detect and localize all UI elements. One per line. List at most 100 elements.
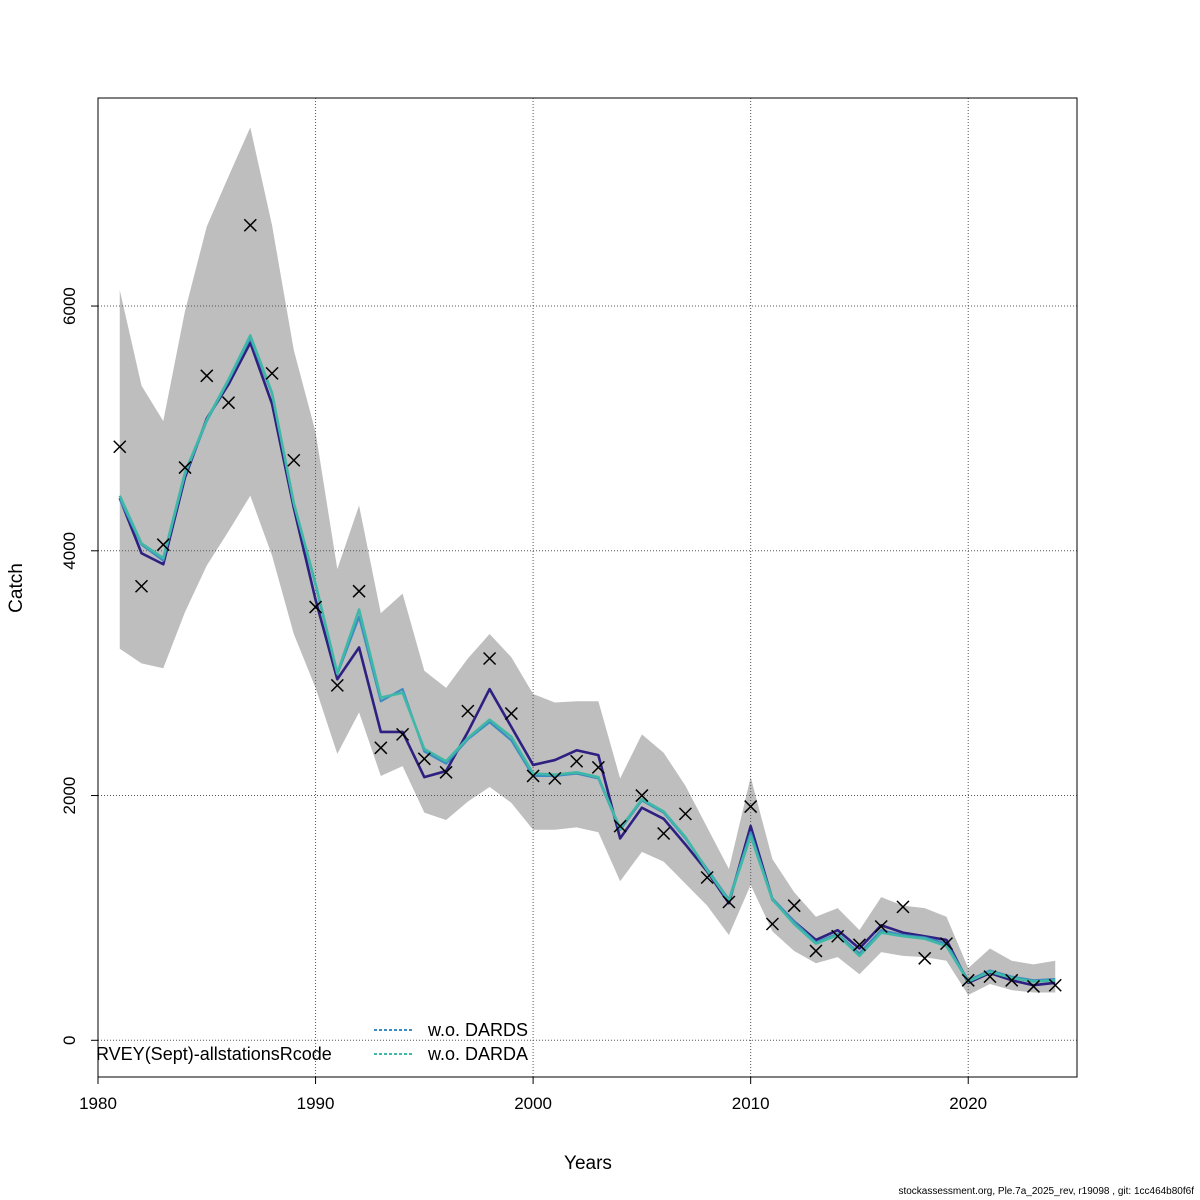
observation-point — [722, 895, 736, 909]
observation-stroke — [918, 951, 932, 965]
observation-stroke — [287, 453, 301, 467]
observation-point — [678, 807, 692, 821]
observation-stroke — [831, 929, 845, 943]
observation-point — [309, 600, 323, 614]
observation-stroke — [613, 819, 627, 833]
observation-point — [330, 678, 344, 692]
legend-label-base: RVEY(Sept)-allstationsRcode — [96, 1044, 332, 1064]
observation-point — [287, 453, 301, 467]
observation-point — [178, 461, 192, 475]
observation-point — [504, 707, 518, 721]
observation-stroke — [852, 938, 866, 952]
observation-point — [1048, 978, 1062, 992]
confidence-band-layer — [119, 127, 1056, 996]
observation-stroke — [961, 973, 975, 987]
observation-stroke — [570, 754, 584, 768]
observation-point — [744, 800, 758, 814]
observation-stroke — [787, 899, 801, 913]
observation-stroke — [1005, 973, 1019, 987]
observation-stroke — [439, 765, 453, 779]
observation-point — [591, 760, 605, 774]
x-tick-label: 2010 — [732, 1094, 770, 1113]
observation-stroke — [635, 789, 649, 803]
observation-point — [483, 651, 497, 666]
observation-stroke — [483, 651, 497, 666]
legend: RVEY(Sept)-allstationsRcode w.o. DARDS w… — [96, 1020, 528, 1064]
observation-point — [243, 218, 257, 232]
observation-stroke — [200, 369, 214, 383]
observation-point — [265, 366, 279, 380]
observation-stroke — [526, 769, 540, 783]
observation-point — [156, 538, 170, 552]
observation-point — [918, 951, 932, 965]
observation-point — [352, 584, 366, 598]
y-tick-label: 2000 — [60, 777, 79, 815]
axes-layer: 1980 1990 2000 2010 2020 0 2000 4000 6000 — [60, 287, 987, 1113]
observation-point — [439, 765, 453, 779]
observation-stroke — [330, 678, 344, 692]
observation-stroke — [461, 704, 475, 718]
observation-point — [548, 771, 562, 785]
observation-point — [570, 754, 584, 768]
footer-note: stockassessment.org, Ple.7a_2025_rev, r1… — [898, 1186, 1194, 1197]
observation-stroke — [874, 919, 888, 934]
observation-point — [613, 819, 627, 833]
observation-point — [200, 369, 214, 383]
observation-stroke — [744, 800, 758, 814]
confidence-band — [119, 127, 1056, 996]
observation-stroke — [1048, 978, 1062, 992]
observation-point — [809, 944, 823, 958]
observation-stroke — [809, 944, 823, 958]
observation-stroke — [352, 584, 366, 598]
observation-point — [700, 870, 714, 885]
observation-stroke — [983, 970, 997, 984]
observation-points-layer — [113, 218, 1062, 993]
observation-point — [983, 970, 997, 984]
observation-stroke — [417, 752, 431, 766]
observation-stroke — [504, 707, 518, 721]
observation-stroke — [939, 937, 953, 951]
y-tick-label: 6000 — [60, 287, 79, 325]
observation-stroke — [113, 440, 127, 454]
x-tick-label: 2000 — [514, 1094, 552, 1113]
observation-stroke — [700, 870, 714, 885]
observation-point — [526, 769, 540, 783]
observation-stroke — [374, 741, 388, 755]
observation-stroke — [657, 826, 671, 841]
observation-point — [765, 917, 779, 931]
x-tick-label: 1980 — [79, 1094, 117, 1113]
observation-point — [852, 938, 866, 952]
observation-point — [831, 929, 845, 943]
observation-stroke — [722, 895, 736, 909]
observation-stroke — [396, 727, 410, 741]
observation-point — [417, 752, 431, 766]
observation-stroke — [678, 807, 692, 821]
observation-point — [461, 704, 475, 718]
series-lines-layer — [118, 334, 1056, 987]
observation-point — [657, 826, 671, 841]
observation-stroke — [1026, 979, 1041, 993]
observation-point — [222, 396, 236, 410]
observation-stroke — [765, 917, 779, 931]
x-tick-label: 1990 — [297, 1094, 335, 1113]
x-axis-label: Years — [564, 1153, 612, 1174]
observation-stroke — [591, 760, 605, 774]
observation-stroke — [265, 366, 279, 380]
observation-point — [635, 789, 649, 803]
observation-point — [134, 579, 149, 593]
observation-point — [1026, 979, 1041, 993]
observation-point — [961, 973, 975, 987]
observation-point — [787, 899, 801, 913]
series-line-2 — [118, 334, 1056, 983]
observation-stroke — [309, 600, 323, 614]
series-line-0 — [118, 341, 1056, 987]
observation-point — [1005, 973, 1019, 987]
observation-stroke — [156, 538, 170, 552]
y-tick-label: 4000 — [60, 532, 79, 570]
observation-point — [374, 741, 388, 755]
observation-point — [939, 937, 953, 951]
y-axis-label: Catch — [6, 563, 27, 613]
observation-point — [396, 727, 410, 741]
observation-stroke — [896, 900, 910, 914]
